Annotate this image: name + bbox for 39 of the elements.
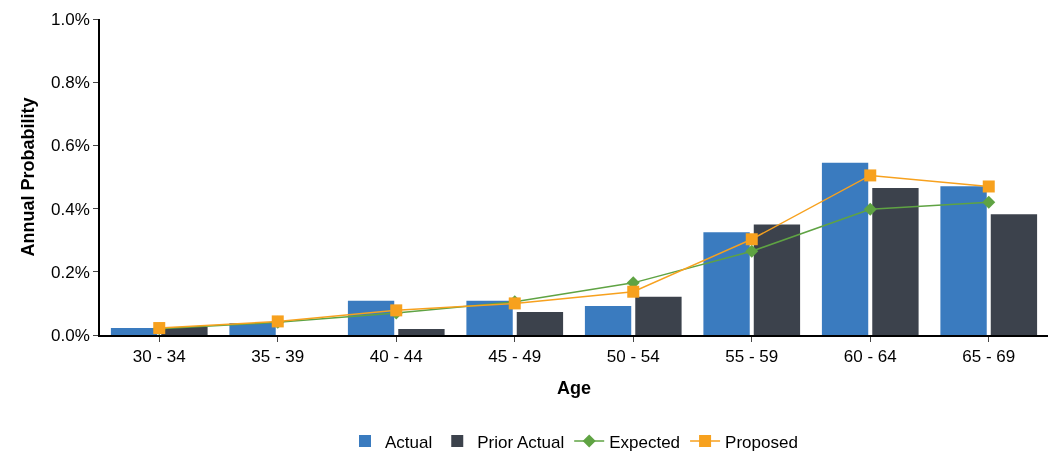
bar: [398, 329, 445, 335]
bar: [940, 186, 987, 335]
bar: [110, 328, 158, 335]
point: [863, 202, 877, 216]
y-tick-label: 1.0%: [51, 9, 90, 29]
point: [982, 195, 996, 209]
point: [982, 180, 995, 193]
bar: [466, 300, 513, 335]
bar: [821, 162, 869, 335]
y-tick-label: 0.2%: [51, 262, 90, 282]
legend-label: Expected: [609, 432, 681, 452]
x-tick-label: 55 - 59: [725, 347, 779, 367]
bar: [872, 188, 919, 335]
bar: [990, 214, 1038, 335]
y-tick-label: 0.4%: [51, 199, 90, 219]
bar: [584, 305, 632, 335]
legend-label: Prior Actual: [477, 432, 565, 452]
point: [627, 285, 640, 298]
x-tick-label: 50 - 54: [606, 347, 660, 367]
point: [745, 244, 759, 258]
x-tick-label: 35 - 39: [251, 347, 305, 367]
bar: [753, 224, 801, 335]
x-tick-label: 40 - 44: [369, 347, 423, 367]
bar: [703, 232, 750, 335]
x-tick-label: 65 - 69: [962, 347, 1016, 367]
bar: [635, 296, 682, 335]
x-tick-label: 45 - 49: [488, 347, 542, 367]
x-axis-title: Age: [556, 377, 592, 398]
legend-label: Actual: [385, 432, 433, 452]
y-tick-label: 0.8%: [51, 73, 90, 93]
point: [864, 169, 877, 182]
x-tick-label: 60 - 64: [843, 347, 897, 367]
bar: [516, 311, 564, 335]
y-axis-title: Annual Probability: [17, 97, 38, 257]
y-tick-label: 0.0%: [51, 325, 90, 345]
legend-label: Proposed: [725, 432, 798, 452]
y-tick-label: 0.6%: [51, 136, 90, 156]
x-tick-label: 30 - 34: [132, 347, 186, 367]
point: [745, 233, 758, 246]
